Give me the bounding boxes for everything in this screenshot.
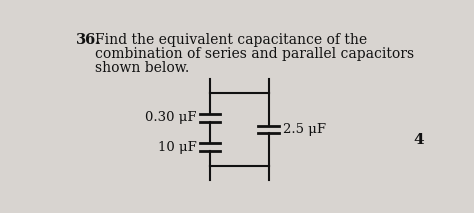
Text: 0.30 μF: 0.30 μF <box>145 111 196 124</box>
Text: 4: 4 <box>414 132 424 147</box>
Text: 10 μF: 10 μF <box>158 141 196 154</box>
Text: shown below.: shown below. <box>95 61 189 75</box>
Text: 2.5 μF: 2.5 μF <box>283 123 326 136</box>
Text: Find the equivalent capacitance of the: Find the equivalent capacitance of the <box>95 33 367 47</box>
Text: 36.: 36. <box>76 33 101 47</box>
Text: combination of series and parallel capacitors: combination of series and parallel capac… <box>95 47 414 61</box>
